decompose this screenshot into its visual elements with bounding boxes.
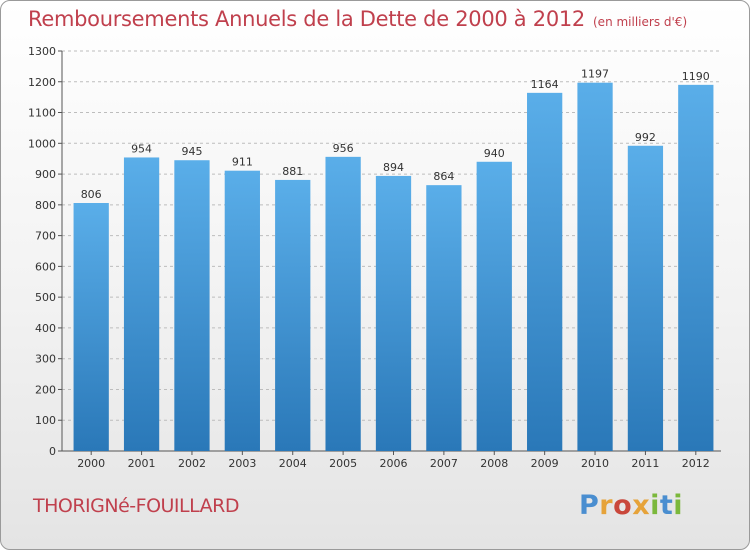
brand-letter: r xyxy=(599,490,614,521)
bar xyxy=(527,92,563,451)
bar xyxy=(577,82,613,451)
y-tick-label: 0 xyxy=(49,445,56,458)
y-tick-label: 900 xyxy=(35,168,56,181)
data-label: 1164 xyxy=(531,78,559,91)
y-tick-label: 300 xyxy=(35,353,56,366)
chart-subtitle: (en milliers d'€) xyxy=(593,15,688,29)
data-label: 911 xyxy=(232,156,253,169)
data-label: 945 xyxy=(181,145,202,158)
grid-lines xyxy=(62,50,721,421)
bar xyxy=(627,145,664,451)
data-label: 1190 xyxy=(682,70,710,83)
bar xyxy=(476,161,512,451)
brand-letter: i xyxy=(650,490,660,521)
y-tick-label: 400 xyxy=(35,322,56,335)
bar xyxy=(73,203,109,451)
bar xyxy=(174,160,210,451)
data-label: 881 xyxy=(282,165,303,178)
bar xyxy=(325,156,361,451)
data-label: 992 xyxy=(635,131,656,144)
brand-letter: x xyxy=(632,490,651,521)
title-line: Remboursements Annuels de la Dette de 20… xyxy=(28,7,687,31)
brand-letter: t xyxy=(659,490,674,521)
x-tick-label: 2010 xyxy=(581,457,609,470)
bar xyxy=(224,170,260,451)
x-tick-label: 2007 xyxy=(430,457,458,470)
y-tick-label: 1300 xyxy=(28,45,56,58)
y-tick-label: 1200 xyxy=(28,76,56,89)
data-labels: 806 954 945 911 881 956 894 864 940 1164 1197 992 11… xyxy=(81,68,710,201)
data-label: 1197 xyxy=(581,68,609,81)
data-label: 806 xyxy=(81,188,102,201)
y-tick-label: 200 xyxy=(35,383,56,396)
data-label: 956 xyxy=(333,142,354,155)
bar xyxy=(275,179,311,451)
bar xyxy=(123,157,160,451)
data-label: 894 xyxy=(383,161,404,174)
x-tick-label: 2006 xyxy=(380,457,408,470)
commune-name: THORIGNé-FOUILLARD xyxy=(33,495,239,517)
y-tick-label: 100 xyxy=(35,414,56,427)
x-tick-label: 2001 xyxy=(128,457,156,470)
bar xyxy=(375,175,412,451)
brand-logo: Proxiti xyxy=(579,490,683,521)
chart-title: Remboursements Annuels de la Dette de 20… xyxy=(28,7,585,31)
y-tick-label: 500 xyxy=(35,291,56,304)
x-tick-label: 2003 xyxy=(228,457,256,470)
brand-letter: i xyxy=(673,490,684,521)
bars xyxy=(73,82,714,451)
data-label: 940 xyxy=(484,147,505,160)
y-tick-label: 600 xyxy=(35,260,56,273)
bar xyxy=(426,185,462,451)
y-tick-label: 1100 xyxy=(28,107,56,120)
x-tick-label: 2012 xyxy=(682,457,710,470)
brand-letter: P xyxy=(579,490,600,521)
x-tick-label: 2011 xyxy=(631,457,659,470)
brand-letter: o xyxy=(613,490,633,521)
y-tick-label: 700 xyxy=(35,230,56,243)
bar xyxy=(678,84,714,451)
x-tick-label: 2002 xyxy=(178,457,206,470)
y-tick-label: 1000 xyxy=(28,137,56,150)
data-label: 864 xyxy=(433,170,454,183)
x-tick-label: 2008 xyxy=(480,457,508,470)
y-tick-label: 800 xyxy=(35,199,56,212)
x-tick-label: 2005 xyxy=(329,457,357,470)
x-tick-label: 2000 xyxy=(77,457,105,470)
x-tick-label: 2004 xyxy=(279,457,307,470)
data-label: 954 xyxy=(131,142,152,155)
x-tick-label: 2009 xyxy=(531,457,559,470)
